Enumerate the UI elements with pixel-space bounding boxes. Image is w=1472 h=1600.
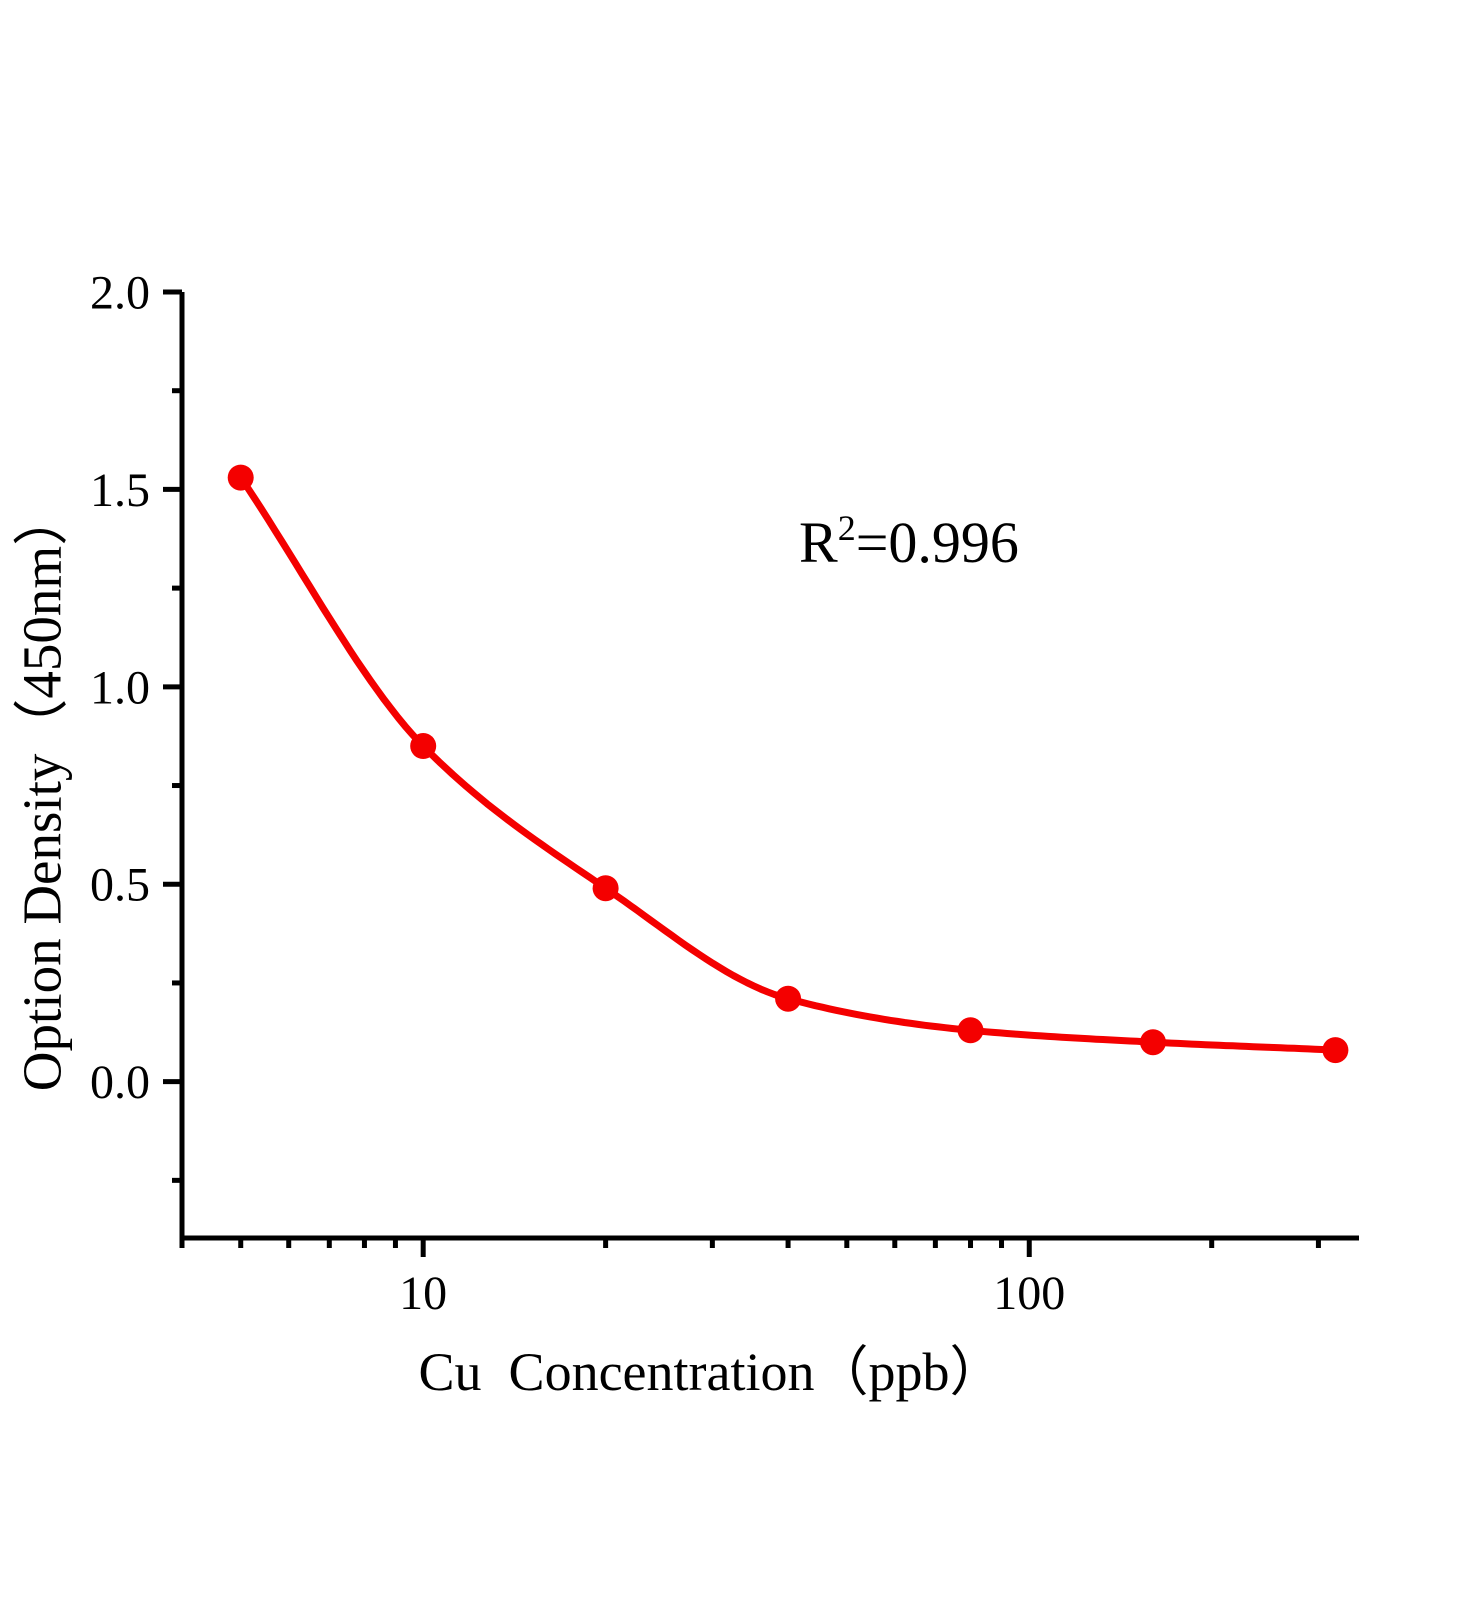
x-tick-label: 100 [993, 1267, 1065, 1320]
data-point [410, 733, 437, 759]
data-point [1140, 1029, 1166, 1056]
r-squared-value: =0.996 [855, 510, 1019, 575]
x-tick-label: 10 [399, 1267, 447, 1320]
y-axis-ticks: 0.0 0.5 1.0 1.5 2.0 [90, 267, 182, 1183]
series-cu-standard-curve [227, 464, 1349, 1064]
r-squared-annotation: R2=0.996 [799, 510, 1019, 572]
r-squared-exponent: 2 [837, 508, 856, 548]
axes [179, 292, 1359, 1248]
fit-curve-line [237, 474, 1339, 1054]
y-tick-label: 1.5 [90, 464, 150, 517]
y-tick-label: 0.0 [90, 1056, 150, 1109]
y-tick-label: 1.0 [90, 661, 150, 714]
y-tick-label: 2.0 [90, 267, 150, 320]
y-axis-title: Option Density（450nm） [11, 490, 73, 1092]
x-axis-title: Cu Concentration（ppb） [418, 1342, 1004, 1402]
data-point [227, 464, 254, 491]
data-point [957, 1017, 984, 1044]
data-point [1322, 1037, 1349, 1064]
y-tick-label: 0.5 [90, 859, 150, 912]
x-axis-ticks: 10 100 [238, 1238, 1321, 1320]
data-point [775, 985, 802, 1012]
r-squared-base: R [799, 510, 838, 575]
data-point [592, 875, 619, 902]
